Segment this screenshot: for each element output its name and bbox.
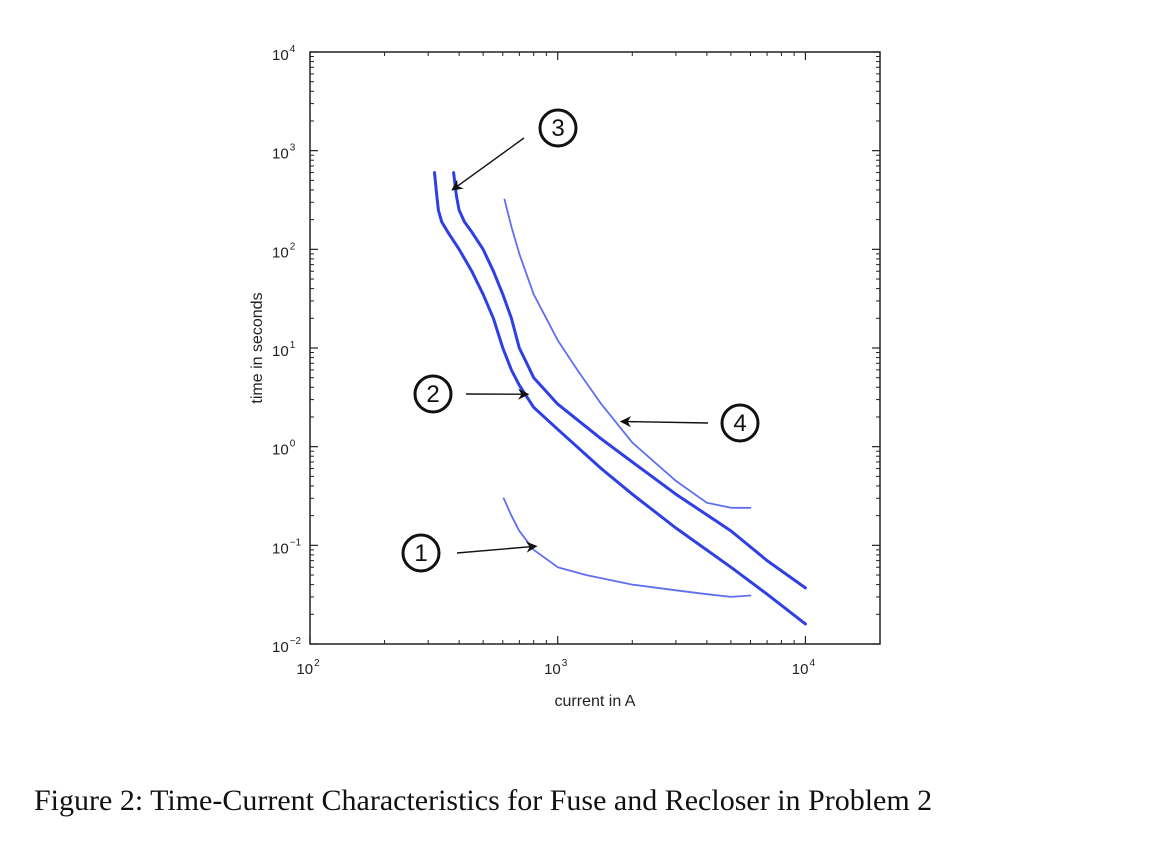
y-tick-label: 101 (272, 340, 296, 360)
y-tick-label: 103 (272, 143, 296, 163)
y-tick-label: 10−2 (272, 636, 302, 656)
time-current-chart: 102 103 104 10−2 10−1 100 101 102 103 104 1 2 3 4 c… (249, 44, 881, 710)
x-tick-label: 104 (792, 658, 816, 678)
x-tick-label: 103 (544, 658, 568, 678)
curve-1 (502, 497, 752, 598)
marker-circle-4 (720, 403, 760, 443)
plot-frame (309, 51, 881, 645)
x-tick-label: 102 (296, 658, 320, 678)
annotation-arrow-3 (451, 137, 525, 191)
marker-label-3: 3 (551, 115, 564, 142)
y-axis-label: time in seconds (249, 292, 266, 403)
series-layer (433, 171, 807, 626)
curve-4 (503, 198, 752, 509)
annotation-layer: 1 2 3 4 (401, 108, 760, 573)
marker-label-1: 1 (414, 540, 427, 567)
y-tick-label: 104 (272, 44, 296, 64)
y-axis-ticks: 10−2 10−1 100 101 102 103 104 (272, 44, 880, 656)
annotation-arrow-4 (619, 416, 709, 428)
curve-2 (433, 171, 807, 626)
marker-circle-1 (401, 533, 441, 573)
minor-ticks (310, 52, 881, 644)
y-tick-label: 102 (272, 241, 296, 261)
marker-circle-2 (413, 374, 453, 414)
y-tick-label: 10−1 (272, 537, 302, 557)
marker-circle-3 (538, 108, 578, 148)
y-tick-label: 100 (272, 439, 296, 459)
annotation-arrow-1 (456, 541, 538, 554)
figure-caption: Figure 2: Time-Current Characteristics f… (34, 784, 933, 817)
x-axis-label: current in A (555, 693, 636, 710)
marker-label-2: 2 (426, 381, 439, 408)
curve-3 (452, 171, 807, 590)
marker-label-4: 4 (733, 410, 746, 437)
